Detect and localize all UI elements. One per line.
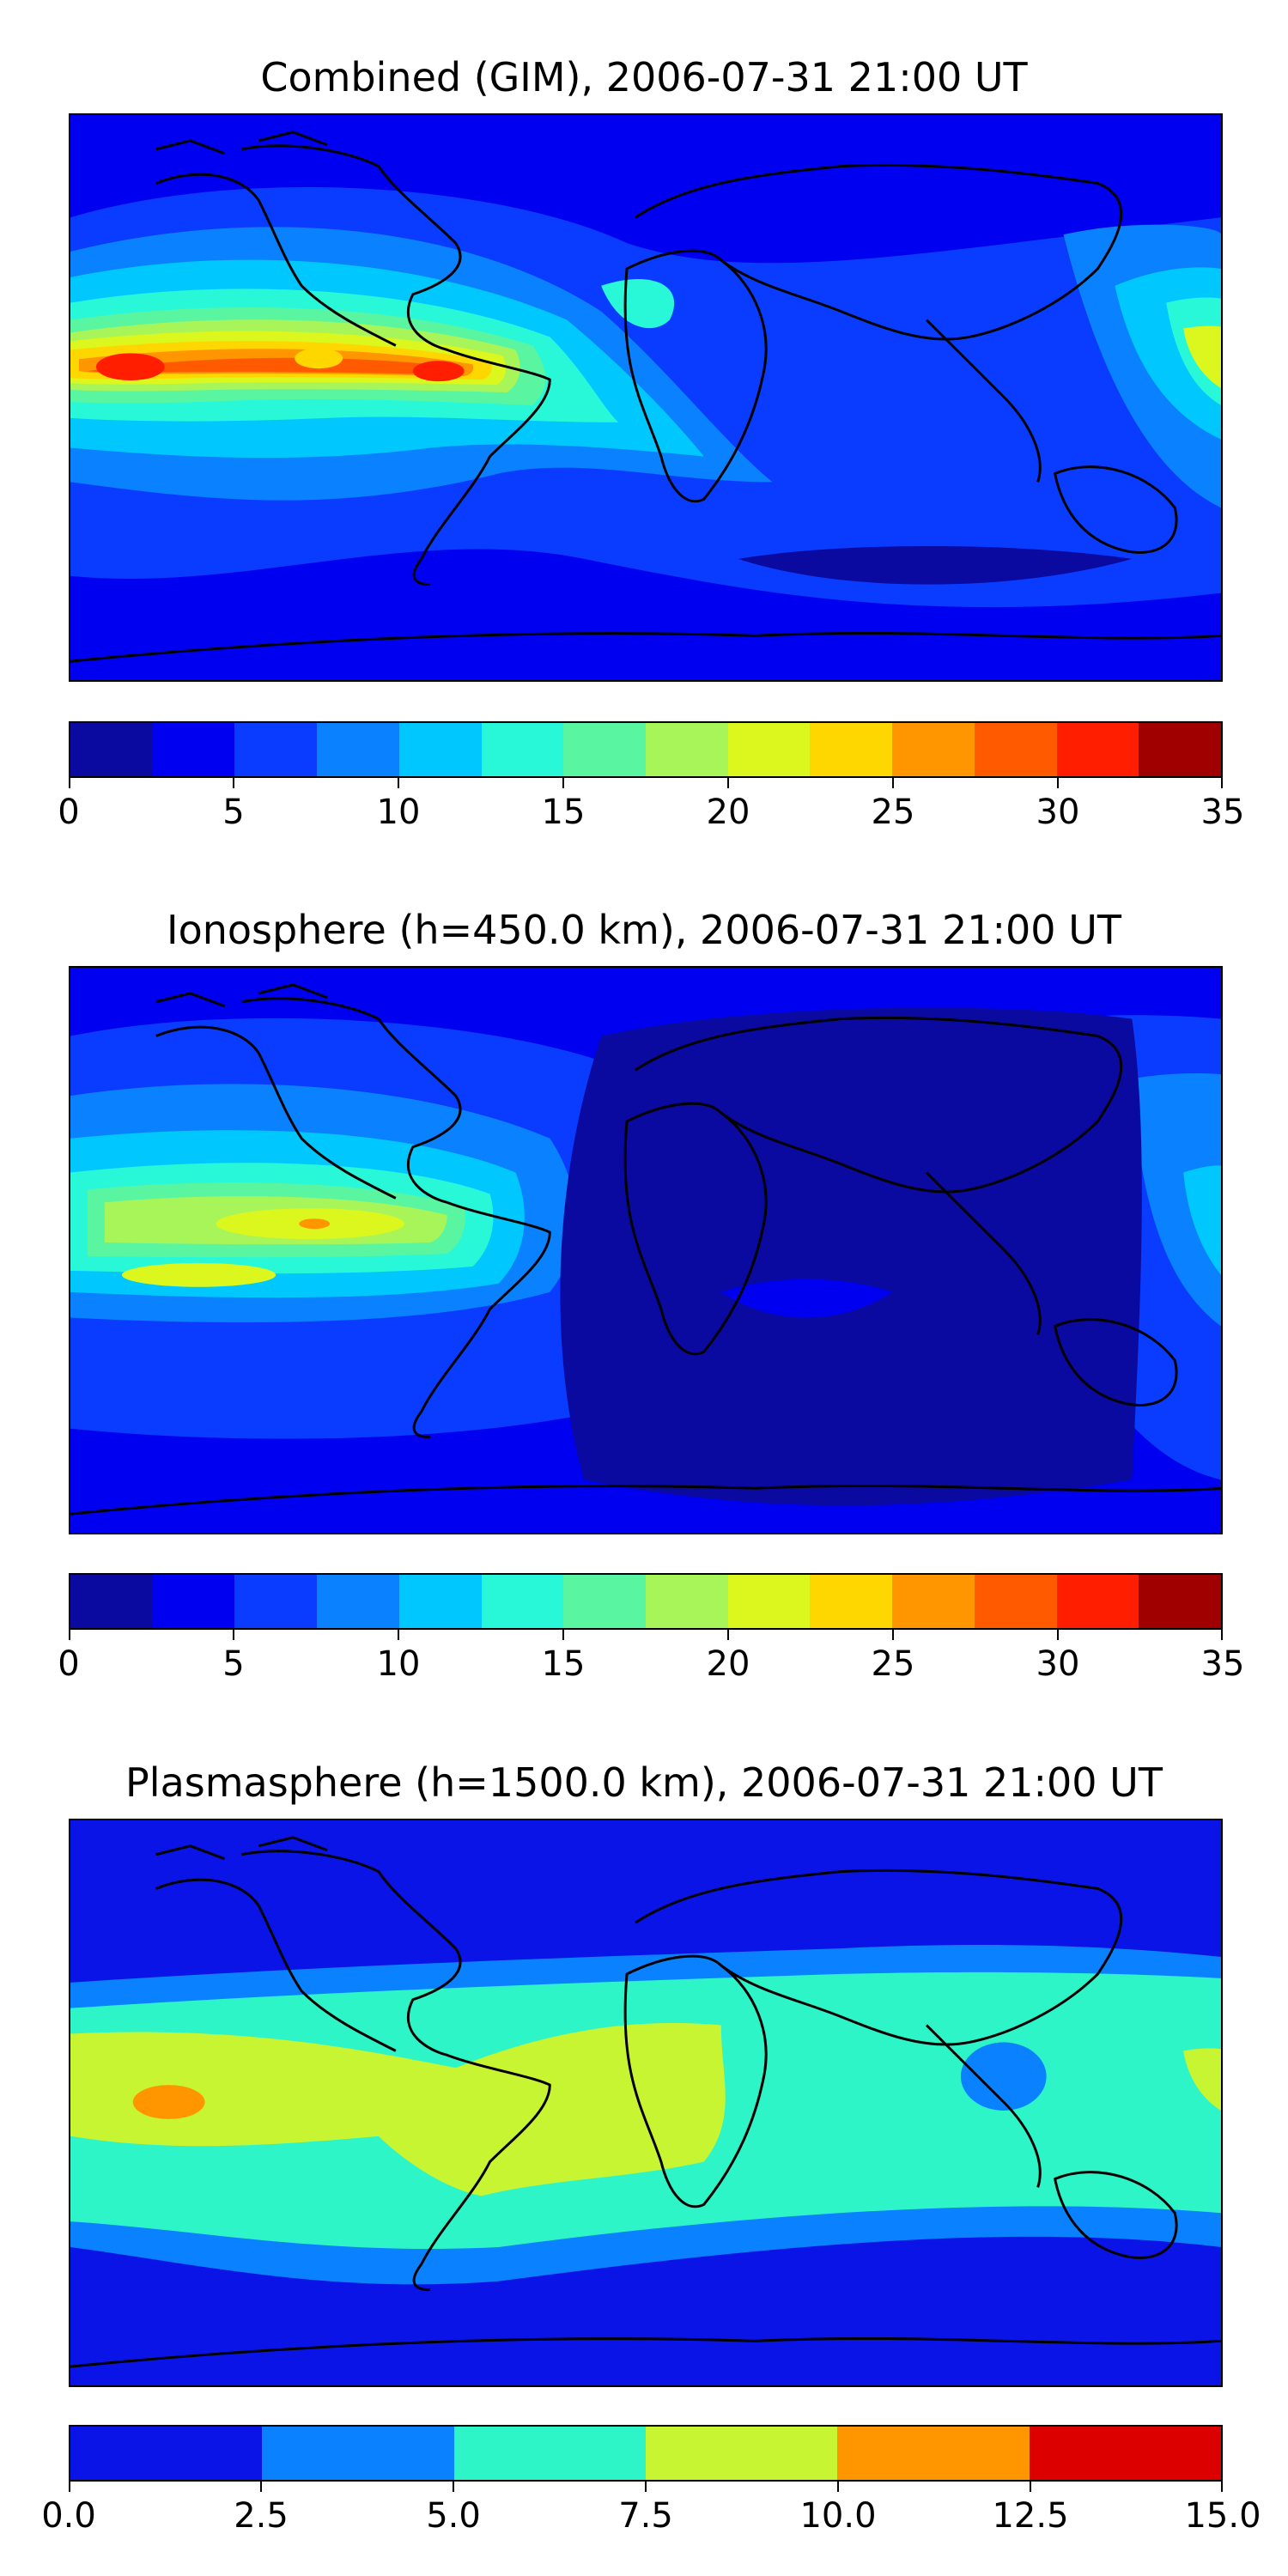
colorbar-segment	[563, 723, 647, 776]
colorbar-tick-label: 25	[871, 793, 915, 832]
colorbar-tick-mark	[837, 2482, 839, 2492]
colorbar-segment	[70, 2427, 263, 2480]
panel2-colorbar-ticks: 0 5 10 15 20 25 30 35	[58, 1630, 1244, 1684]
colorbar-segment	[398, 1575, 482, 1628]
colorbar-tick-mark	[727, 1630, 729, 1640]
colorbar-tick-label: 5	[222, 793, 245, 832]
colorbar-segment	[810, 723, 893, 776]
colorbar-segment	[1139, 1575, 1222, 1628]
colorbar-tick-label: 35	[1200, 1644, 1245, 1684]
colorbar-tick-mark	[233, 778, 234, 788]
colorbar-segment	[727, 723, 811, 776]
colorbar-tick-label: 15	[541, 1644, 586, 1684]
colorbar-tick-label: 2.5	[234, 2496, 289, 2536]
colorbar-tick-mark	[892, 778, 894, 788]
colorbar-segment	[646, 1575, 728, 1628]
colorbar-tick-label: 12.5	[992, 2496, 1069, 2536]
colorbar-segment	[810, 1575, 893, 1628]
colorbar-segment	[234, 1575, 318, 1628]
colorbar-tick-label: 5.0	[426, 2496, 481, 2536]
colorbar-segment	[646, 723, 728, 776]
colorbar-tick-mark	[398, 1630, 399, 1640]
panel2-map-svg	[70, 968, 1221, 1533]
colorbar-tick-mark	[1030, 2482, 1031, 2492]
colorbar-tick-label: 0	[58, 793, 80, 832]
panel1-title: Combined (GIM), 2006-07-31 21:00 UT	[260, 54, 1028, 100]
colorbar-tick-mark	[1057, 1630, 1059, 1640]
colorbar-tick-mark	[453, 2482, 454, 2492]
colorbar-tick-mark	[1221, 778, 1223, 788]
colorbar-segment	[727, 1575, 811, 1628]
panel3-colorbar-ticks: 0.0 2.5 5.0 7.5 10.0 12.5 15.0	[41, 2482, 1261, 2536]
panel3-colorbar	[69, 2425, 1223, 2482]
colorbar-tick-label: 5	[222, 1644, 245, 1684]
colorbar-tick-label: 0	[58, 1644, 80, 1684]
colorbar-tick-mark	[645, 2482, 647, 2492]
panel2-map	[69, 966, 1223, 1534]
panel2-colorbar	[69, 1573, 1223, 1630]
colorbar-tick-mark	[398, 778, 399, 788]
colorbar-segment	[481, 1575, 564, 1628]
panel1-colorbar	[69, 721, 1223, 778]
colorbar-tick-label: 7.5	[618, 2496, 673, 2536]
colorbar-tick-mark	[69, 2482, 70, 2492]
panel1-colorbar-ticks: 0 5 10 15 20 25 30 35	[58, 778, 1244, 832]
colorbar-segment	[234, 723, 318, 776]
colorbar-segment	[974, 1575, 1057, 1628]
colorbar-tick-mark	[562, 1630, 564, 1640]
colorbar-tick-label: 15	[541, 793, 586, 832]
colorbar-segment	[1056, 1575, 1139, 1628]
colorbar-tick-label: 10	[376, 793, 421, 832]
panel1-map	[69, 113, 1223, 682]
colorbar-segment	[317, 723, 399, 776]
colorbar-tick-mark	[260, 2482, 262, 2492]
colorbar-segment	[837, 2427, 1030, 2480]
panel3-map-svg	[70, 1820, 1221, 2385]
panel1-map-svg	[70, 115, 1221, 680]
colorbar-segment	[152, 1575, 235, 1628]
colorbar-segment	[398, 723, 482, 776]
colorbar-segment	[152, 723, 235, 776]
colorbar-tick-label: 10	[376, 1644, 421, 1684]
panel2-title: Ionosphere (h=450.0 km), 2006-07-31 21:0…	[167, 907, 1121, 953]
colorbar-tick-label: 15.0	[1184, 2496, 1261, 2536]
colorbar-tick-label: 30	[1036, 793, 1080, 832]
colorbar-segment	[892, 1575, 975, 1628]
colorbar-tick-mark	[892, 1630, 894, 1640]
colorbar-tick-label: 10.0	[799, 2496, 877, 2536]
colorbar-segment	[70, 1575, 153, 1628]
colorbar-segment	[645, 2427, 838, 2480]
colorbar-segment	[481, 723, 564, 776]
colorbar-tick-label: 20	[706, 793, 750, 832]
colorbar-tick-mark	[562, 778, 564, 788]
panel3-title: Plasmasphere (h=1500.0 km), 2006-07-31 2…	[125, 1759, 1163, 1806]
colorbar-tick-mark	[1221, 2482, 1223, 2492]
colorbar-segment	[892, 723, 975, 776]
colorbar-tick-label: 0.0	[41, 2496, 96, 2536]
colorbar-segment	[1029, 2427, 1221, 2480]
colorbar-tick-mark	[69, 1630, 70, 1640]
colorbar-tick-label: 35	[1200, 793, 1245, 832]
colorbar-tick-mark	[233, 1630, 234, 1640]
colorbar-segment	[974, 723, 1057, 776]
colorbar-tick-label: 20	[706, 1644, 750, 1684]
colorbar-segment	[70, 723, 153, 776]
colorbar-segment	[262, 2427, 454, 2480]
colorbar-tick-mark	[727, 778, 729, 788]
colorbar-tick-mark	[69, 778, 70, 788]
panel3-map	[69, 1819, 1223, 2387]
colorbar-tick-label: 25	[871, 1644, 915, 1684]
colorbar-segment	[1139, 723, 1222, 776]
colorbar-tick-label: 30	[1036, 1644, 1080, 1684]
colorbar-segment	[453, 2427, 646, 2480]
colorbar-segment	[317, 1575, 399, 1628]
colorbar-segment	[563, 1575, 647, 1628]
colorbar-tick-mark	[1221, 1630, 1223, 1640]
colorbar-tick-mark	[1057, 778, 1059, 788]
colorbar-segment	[1056, 723, 1139, 776]
